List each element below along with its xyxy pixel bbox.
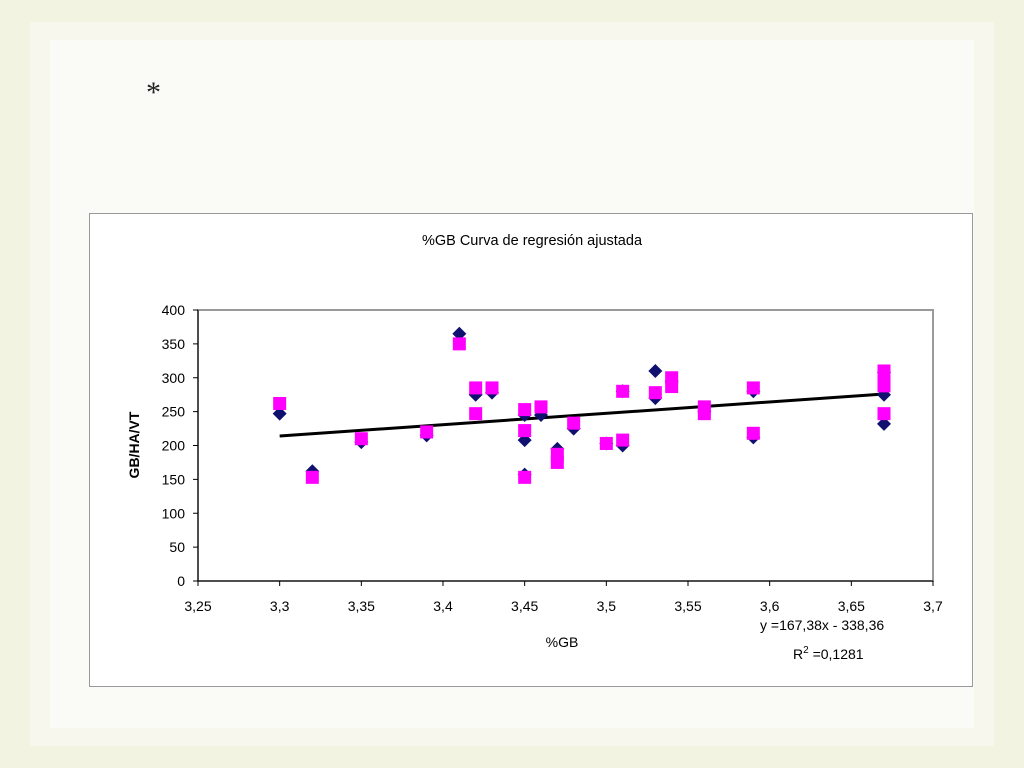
data-point-square xyxy=(518,424,532,438)
plot-area xyxy=(197,309,934,582)
y-tick-label: 300 xyxy=(162,370,186,386)
data-point-square xyxy=(746,381,760,395)
data-point-square xyxy=(354,432,368,446)
data-point-square xyxy=(485,381,499,395)
data-point-square xyxy=(877,379,891,393)
y-tick-label: 200 xyxy=(162,438,186,454)
y-axis: 0 50 100 150 200 250 300 350 400 xyxy=(162,302,199,589)
y-tick-label: 150 xyxy=(162,471,186,487)
scatter-chart: %GB Curva de regresión ajustada 0 50 100 15… xyxy=(126,233,943,662)
data-point-square xyxy=(550,447,564,461)
regression-equation: y =167,38x - 338,36 xyxy=(760,617,884,633)
chart-title: %GB Curva de regresión ajustada xyxy=(422,233,643,249)
r-squared-value: =0,1281 xyxy=(809,646,864,662)
y-tick-label: 50 xyxy=(169,539,185,555)
y-tick-label: 250 xyxy=(162,404,186,420)
x-tick-label: 3,5 xyxy=(597,598,617,614)
r-squared-label: R xyxy=(793,646,803,662)
data-point-square xyxy=(616,433,630,447)
x-tick-label: 3,45 xyxy=(511,598,538,614)
data-point-square xyxy=(518,470,532,484)
data-point-square xyxy=(599,436,613,450)
data-point-diamond xyxy=(272,406,287,421)
x-tick-label: 3,25 xyxy=(184,598,211,614)
y-tick-label: 0 xyxy=(177,573,185,589)
y-axis-label: GB/HA/VT xyxy=(126,411,142,478)
x-tick-label: 3,6 xyxy=(760,598,780,614)
data-point-square xyxy=(534,400,548,414)
r-squared-sup: 2 xyxy=(803,645,809,656)
data-point-square xyxy=(469,407,483,421)
data-point-square xyxy=(420,425,434,439)
x-tick-label: 3,4 xyxy=(433,598,453,614)
data-point-square xyxy=(469,381,483,395)
data-point-square xyxy=(697,407,711,421)
y-tick-label: 350 xyxy=(162,336,186,352)
data-point-square xyxy=(877,407,891,421)
x-tick-label: 3,3 xyxy=(270,598,290,614)
chart-area: %GB Curva de regresión ajustada 0 50 100 15… xyxy=(89,213,973,687)
data-point-diamond xyxy=(877,416,891,431)
r-squared: R2 =0,1281 xyxy=(793,645,864,662)
data-point-square xyxy=(273,396,287,410)
x-axis: 3,25 3,3 3,35 3,4 3,45 3,5 3,55 3,6 3,65 3,7 xyxy=(184,580,943,614)
data-point-diamond xyxy=(648,363,663,378)
data-point-square xyxy=(616,384,630,398)
data-point-diamond xyxy=(452,326,467,341)
x-tick-label: 3,7 xyxy=(923,598,943,614)
data-point-square xyxy=(665,380,679,394)
y-tick-label: 100 xyxy=(162,505,186,521)
x-axis-label: %GB xyxy=(546,634,579,650)
data-point-square xyxy=(305,470,319,484)
data-point-square xyxy=(518,403,532,417)
data-point-square xyxy=(746,426,760,440)
x-tick-label: 3,35 xyxy=(348,598,375,614)
trend-line xyxy=(279,392,885,438)
bullet-mark: * xyxy=(146,76,161,109)
x-tick-label: 3,65 xyxy=(838,598,865,614)
y-tick-label: 400 xyxy=(162,302,186,318)
series-squares xyxy=(273,337,891,484)
x-tick-label: 3,55 xyxy=(674,598,701,614)
data-point-square xyxy=(452,337,466,351)
data-point-square xyxy=(567,416,581,430)
data-point-square xyxy=(648,386,662,400)
